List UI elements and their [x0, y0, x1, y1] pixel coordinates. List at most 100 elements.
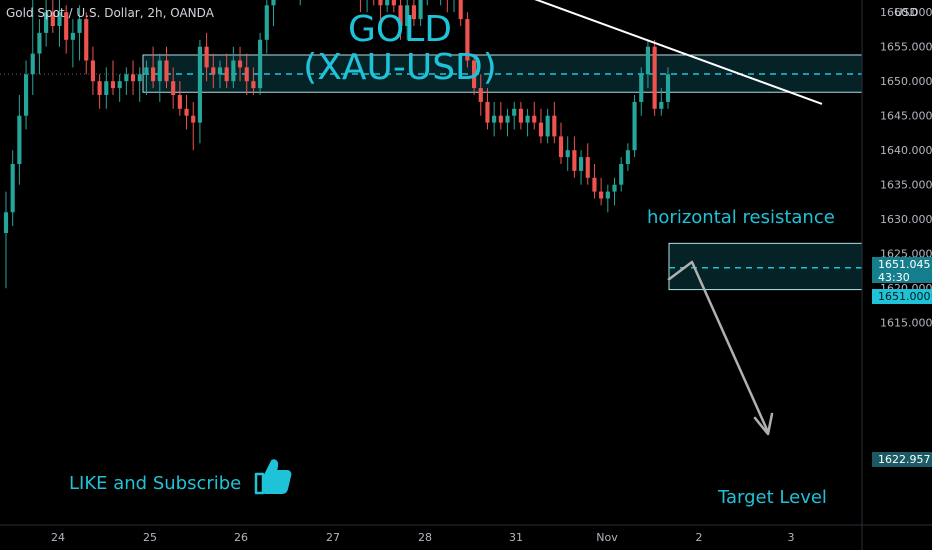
candle — [465, 12, 470, 68]
candle-body — [17, 115, 22, 164]
currency-label: USD — [894, 6, 918, 19]
candle — [665, 67, 671, 109]
time-axis: 24 25 26 27 28 31 Nov 2 3 — [0, 524, 932, 544]
candle-body — [110, 81, 116, 89]
candle — [90, 46, 96, 95]
candle — [632, 95, 637, 158]
candle — [77, 5, 82, 61]
candle — [299, 0, 301, 6]
candle — [17, 95, 22, 185]
candle — [592, 164, 597, 199]
candle-body — [405, 5, 410, 27]
candle-body — [659, 101, 664, 109]
candle — [197, 39, 202, 144]
candle — [157, 53, 162, 102]
candle — [478, 74, 483, 116]
candle-body — [538, 122, 544, 137]
candle-body — [97, 81, 102, 95]
current-price-tag: 1651.045 43:30 — [872, 257, 932, 283]
candle-body — [525, 115, 530, 123]
candle — [558, 122, 564, 164]
cta-text: LIKE and Subscribe — [69, 473, 242, 494]
candle — [378, 0, 383, 20]
candle — [184, 95, 189, 130]
candle-body — [44, 12, 49, 33]
symbol-header: Gold Spot / U.S. Dollar, 2h, OANDA — [6, 6, 214, 20]
candle-body — [211, 67, 216, 75]
candle — [505, 108, 510, 137]
candle-body — [418, 0, 423, 20]
candle — [552, 101, 557, 144]
overlays — [534, 0, 823, 436]
bar-countdown: 43:30 — [878, 271, 910, 284]
candle — [625, 143, 630, 171]
zone-price-tag: 1651.000 — [872, 289, 932, 304]
projection-path — [667, 260, 770, 433]
y-tick-label: 1660.000 — [880, 6, 932, 19]
candle-body — [50, 12, 55, 26]
candle — [532, 101, 537, 130]
candle-body — [23, 74, 29, 116]
candle — [652, 39, 657, 116]
x-tick-label: Nov — [596, 531, 618, 544]
candle-body — [64, 12, 69, 40]
candle-body — [532, 115, 537, 123]
candle-body — [645, 46, 651, 75]
candle — [398, 0, 403, 40]
candle-body — [104, 81, 109, 95]
chart-title-line2: (XAU-USD) — [303, 47, 497, 88]
candle-body — [157, 60, 162, 82]
candle-body — [77, 19, 82, 33]
candle — [117, 74, 122, 102]
candle — [405, 0, 410, 40]
candle — [359, 0, 361, 13]
candle — [659, 88, 664, 116]
candle — [231, 46, 236, 89]
candle-body — [385, 0, 390, 6]
candle — [599, 177, 604, 206]
candle — [144, 60, 149, 95]
candle — [204, 32, 209, 82]
x-tick-label: 3 — [788, 531, 795, 544]
candle-body — [472, 60, 477, 89]
candle — [512, 101, 517, 130]
resistance-zone — [142, 54, 863, 93]
candle-body — [144, 67, 149, 75]
candle — [3, 191, 9, 289]
candle — [130, 60, 136, 95]
y-tick-label: 1635.000 — [880, 179, 932, 192]
candle — [585, 143, 590, 185]
candle-body — [117, 81, 122, 89]
candle-body — [398, 5, 403, 27]
candle — [440, 0, 442, 6]
candles — [3, 0, 671, 289]
x-tick-label: 31 — [509, 531, 523, 544]
candle-body — [164, 60, 169, 82]
candle — [572, 136, 577, 178]
y-tick-label: 1630.000 — [880, 213, 932, 226]
candle-body — [578, 157, 584, 171]
x-tick-label: 2 — [696, 531, 703, 544]
trendline — [534, 0, 823, 105]
candle — [492, 101, 497, 137]
candle — [217, 60, 223, 89]
candle — [97, 74, 102, 109]
candle — [37, 19, 42, 75]
candle — [453, 0, 455, 13]
candle-body — [30, 53, 35, 75]
candle — [391, 0, 396, 13]
y-tick-label: 1615.000 — [880, 317, 932, 330]
candle-body — [124, 74, 129, 82]
candle-body — [558, 136, 564, 158]
zones — [0, 54, 863, 291]
x-tick-label: 25 — [143, 531, 157, 544]
candle — [619, 157, 624, 192]
candle-body — [37, 32, 42, 54]
candle-body — [518, 108, 523, 123]
candle — [498, 101, 503, 130]
candle — [224, 53, 229, 89]
candle — [137, 67, 142, 102]
candle-body — [258, 39, 263, 89]
candle — [151, 46, 156, 89]
